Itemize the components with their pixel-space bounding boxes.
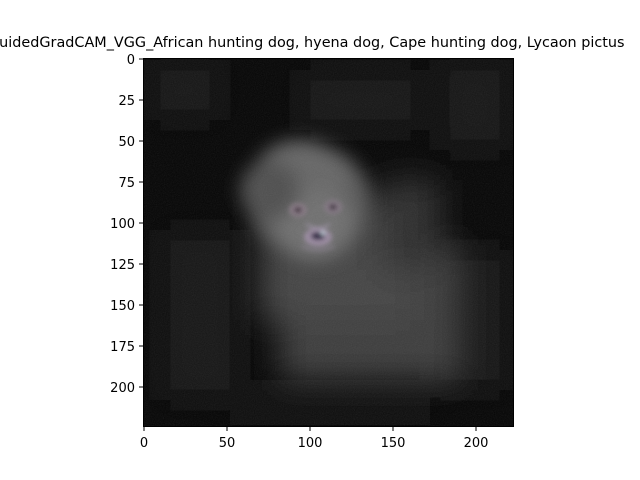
y-tick-label: 0 bbox=[127, 53, 135, 68]
plot-title-text: GuidedGradCAM_VGG_African hunting dog, h… bbox=[0, 35, 625, 51]
y-tick-label: 200 bbox=[110, 381, 135, 396]
x-tick-label: 100 bbox=[298, 436, 323, 451]
x-tick-label: 150 bbox=[381, 436, 406, 451]
x-tick-label: 200 bbox=[464, 436, 489, 451]
y-tick-label: 100 bbox=[110, 217, 135, 232]
y-tick-label: 125 bbox=[110, 258, 135, 273]
y-tick-label: 75 bbox=[118, 176, 135, 191]
y-tick-label: 175 bbox=[110, 340, 135, 355]
y-tick-label: 150 bbox=[110, 299, 135, 314]
x-tick-label: 50 bbox=[219, 436, 236, 451]
y-tick-label: 25 bbox=[118, 94, 135, 109]
y-axis: 0 25 50 75 100 125 150 175 200 bbox=[110, 53, 144, 396]
y-tick-label: 50 bbox=[118, 135, 135, 150]
axes-frame bbox=[143, 58, 514, 427]
x-tick-label: 0 bbox=[140, 436, 148, 451]
x-axis: 0 50 100 150 200 bbox=[140, 426, 489, 451]
saliency-map-image bbox=[143, 58, 514, 427]
plot-title: GuidedGradCAM_VGG_African hunting dog, h… bbox=[0, 33, 640, 53]
